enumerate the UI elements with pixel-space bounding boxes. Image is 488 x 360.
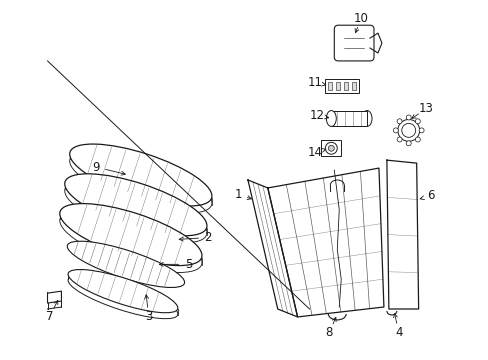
Polygon shape (247, 180, 297, 317)
Ellipse shape (414, 119, 420, 124)
Ellipse shape (325, 142, 337, 154)
Ellipse shape (325, 111, 336, 126)
Polygon shape (267, 168, 383, 317)
Text: 11: 11 (307, 76, 322, 89)
Ellipse shape (70, 144, 211, 206)
Text: 13: 13 (418, 102, 433, 115)
Bar (351, 82, 355, 90)
Ellipse shape (64, 174, 206, 236)
Text: 6: 6 (426, 189, 433, 202)
Polygon shape (47, 291, 61, 303)
Text: 9: 9 (92, 161, 100, 174)
Ellipse shape (401, 123, 415, 137)
FancyBboxPatch shape (334, 25, 373, 61)
Ellipse shape (67, 241, 184, 288)
Ellipse shape (414, 137, 420, 142)
Ellipse shape (396, 119, 401, 124)
Bar (336, 82, 340, 90)
Ellipse shape (327, 145, 334, 151)
Bar (344, 82, 347, 90)
Ellipse shape (60, 204, 202, 266)
Bar (331, 111, 366, 126)
Text: 14: 14 (307, 146, 322, 159)
Text: 4: 4 (394, 326, 402, 339)
Text: 7: 7 (46, 310, 53, 323)
Ellipse shape (392, 128, 398, 133)
Text: 10: 10 (353, 12, 368, 25)
Bar (321, 140, 341, 156)
Bar (327, 82, 332, 90)
Text: 2: 2 (204, 231, 212, 244)
Text: 1: 1 (234, 188, 241, 201)
FancyBboxPatch shape (325, 79, 358, 93)
Ellipse shape (68, 270, 178, 313)
Text: 3: 3 (145, 310, 152, 323)
Ellipse shape (406, 141, 410, 146)
Ellipse shape (406, 115, 410, 120)
Text: 12: 12 (309, 109, 324, 122)
Text: 5: 5 (184, 258, 192, 271)
Ellipse shape (396, 137, 401, 142)
Ellipse shape (361, 111, 371, 126)
Ellipse shape (418, 128, 423, 133)
Text: 8: 8 (325, 326, 332, 339)
Ellipse shape (397, 120, 419, 141)
Polygon shape (386, 160, 418, 309)
